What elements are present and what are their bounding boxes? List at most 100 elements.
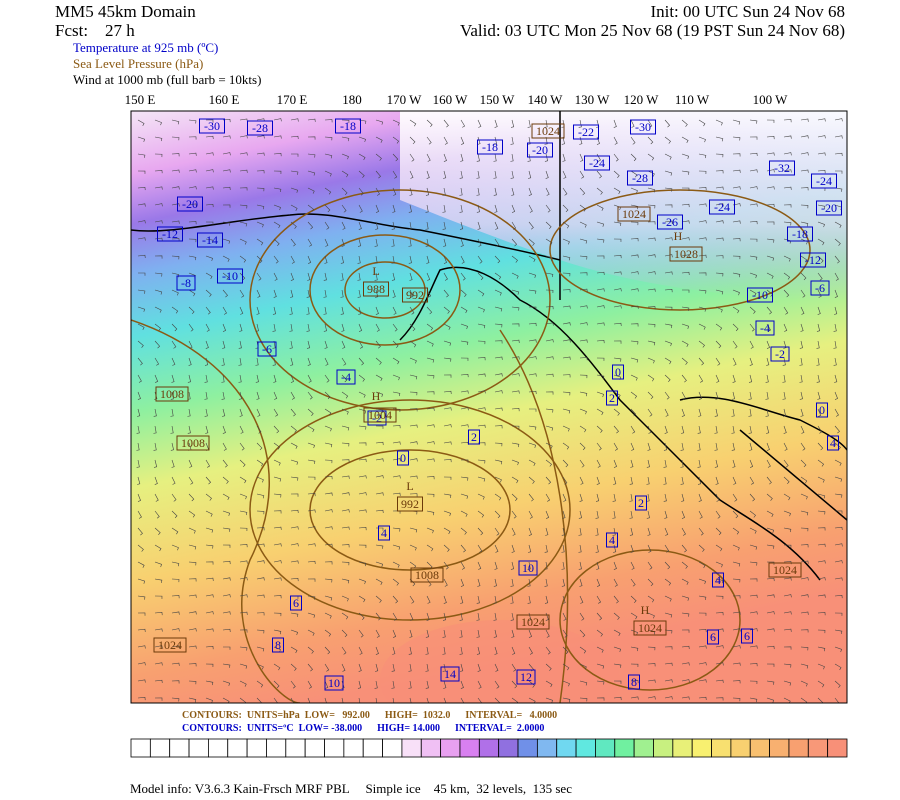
- wind-barb: [341, 357, 347, 366]
- wind-barb: [748, 425, 752, 434]
- wind-barb: [137, 357, 143, 366]
- wind-barb: [171, 340, 177, 349]
- wind-barb: [460, 390, 469, 394]
- wind-barb: [681, 493, 685, 502]
- wind-barb: [511, 187, 515, 196]
- wind-barb: [154, 203, 163, 207]
- wind-barb: [630, 680, 639, 684]
- wind-barb: [324, 629, 332, 637]
- wind-barb: [698, 153, 707, 159]
- wind-barb: [256, 238, 264, 246]
- longitude-label: 180: [342, 92, 362, 107]
- wind-barb: [324, 255, 328, 264]
- wind-barb: [493, 170, 497, 179]
- wind-barb: [171, 203, 180, 207]
- wind-barb: [511, 289, 520, 295]
- wind-barb: [817, 629, 826, 634]
- wind-barb: [154, 255, 163, 259]
- wind-barb: [834, 170, 843, 174]
- temperature-label: 6: [744, 629, 750, 643]
- wind-barb: [732, 544, 740, 551]
- wind-barb: [800, 323, 804, 332]
- wind-barb: [188, 152, 197, 156]
- wind-barb: [323, 289, 327, 298]
- wind-barb: [494, 680, 500, 689]
- wind-barb: [749, 510, 756, 518]
- wind-barb: [647, 357, 655, 364]
- wind-barb: [154, 544, 162, 552]
- wind-barb: [324, 476, 333, 480]
- wind-barb: [460, 663, 464, 672]
- wind-barb: [154, 527, 161, 535]
- wind-barb: [545, 391, 554, 395]
- wind-barb: [630, 136, 636, 145]
- temperature-label: 4: [609, 533, 615, 547]
- wind-barb: [698, 323, 706, 330]
- wind-barb: [443, 544, 450, 552]
- wind-barb: [698, 612, 707, 616]
- wind-barb: [154, 272, 163, 277]
- wind-barb: [783, 425, 787, 434]
- wind-barb: [460, 697, 465, 703]
- wind-barb: [545, 527, 549, 536]
- wind-barb: [290, 543, 299, 547]
- wind-barb: [732, 459, 736, 468]
- wind-barb: [324, 204, 331, 213]
- wind-barb: [188, 169, 197, 173]
- temperature-label: -20: [182, 197, 198, 211]
- wind-barb: [273, 560, 282, 564]
- wind-barb: [800, 187, 809, 191]
- wind-barb: [357, 272, 361, 281]
- wind-barb: [732, 527, 740, 535]
- wind-barb: [426, 323, 434, 331]
- wind-barb: [766, 238, 775, 243]
- wind-barb: [698, 203, 707, 207]
- wind-barb: [137, 272, 146, 276]
- wind-barb: [800, 527, 809, 532]
- wind-barb: [510, 153, 514, 162]
- wind-barb: [562, 476, 568, 485]
- wind-barb: [391, 238, 395, 247]
- wind-barb: [629, 493, 633, 502]
- wind-barb: [596, 612, 603, 621]
- temperature-label-box: [755, 320, 775, 336]
- wind-barb: [222, 628, 231, 633]
- wind-barb: [188, 306, 195, 315]
- temperature-label: -24: [589, 156, 605, 170]
- wind-barb: [698, 595, 707, 600]
- temperature-contour-info: CONTOURS: UNITS=ºC LOW= -38.000 HIGH= 14…: [182, 723, 544, 734]
- temperature-label-box: [477, 139, 503, 155]
- wind-barb: [425, 204, 429, 213]
- wind-barb: [528, 322, 537, 327]
- wind-barb: [459, 170, 463, 179]
- wind-barb: [800, 629, 809, 633]
- wind-barb: [255, 374, 259, 383]
- wind-barb: [239, 152, 248, 156]
- wind-barb: [392, 441, 401, 445]
- wind-barb: [834, 221, 842, 228]
- wind-barb: [494, 390, 503, 394]
- wind-barb: [511, 356, 520, 360]
- wind-barb: [477, 306, 485, 313]
- temperature-label: -30: [204, 119, 220, 133]
- wind-barb: [358, 646, 363, 655]
- wind-barb: [222, 459, 228, 468]
- wind-barb: [392, 458, 401, 462]
- wind-barb: [782, 357, 786, 366]
- wind-barb: [647, 237, 656, 241]
- wind-barb: [460, 153, 464, 162]
- wind-barb: [732, 289, 740, 296]
- wind-barb: [613, 629, 621, 637]
- wind-barb: [647, 527, 651, 536]
- wind-barb: [154, 170, 163, 174]
- wind-barb: [681, 578, 689, 585]
- wind-barb: [477, 407, 486, 411]
- wind-barb: [528, 339, 537, 343]
- wind-barb: [715, 612, 724, 616]
- color-swatch: [285, 738, 306, 758]
- wind-barb: [392, 204, 396, 213]
- temperature-label: -32: [774, 161, 790, 175]
- wind-barb: [222, 680, 231, 686]
- wind-barb: [137, 696, 146, 701]
- wind-barb: [205, 680, 214, 686]
